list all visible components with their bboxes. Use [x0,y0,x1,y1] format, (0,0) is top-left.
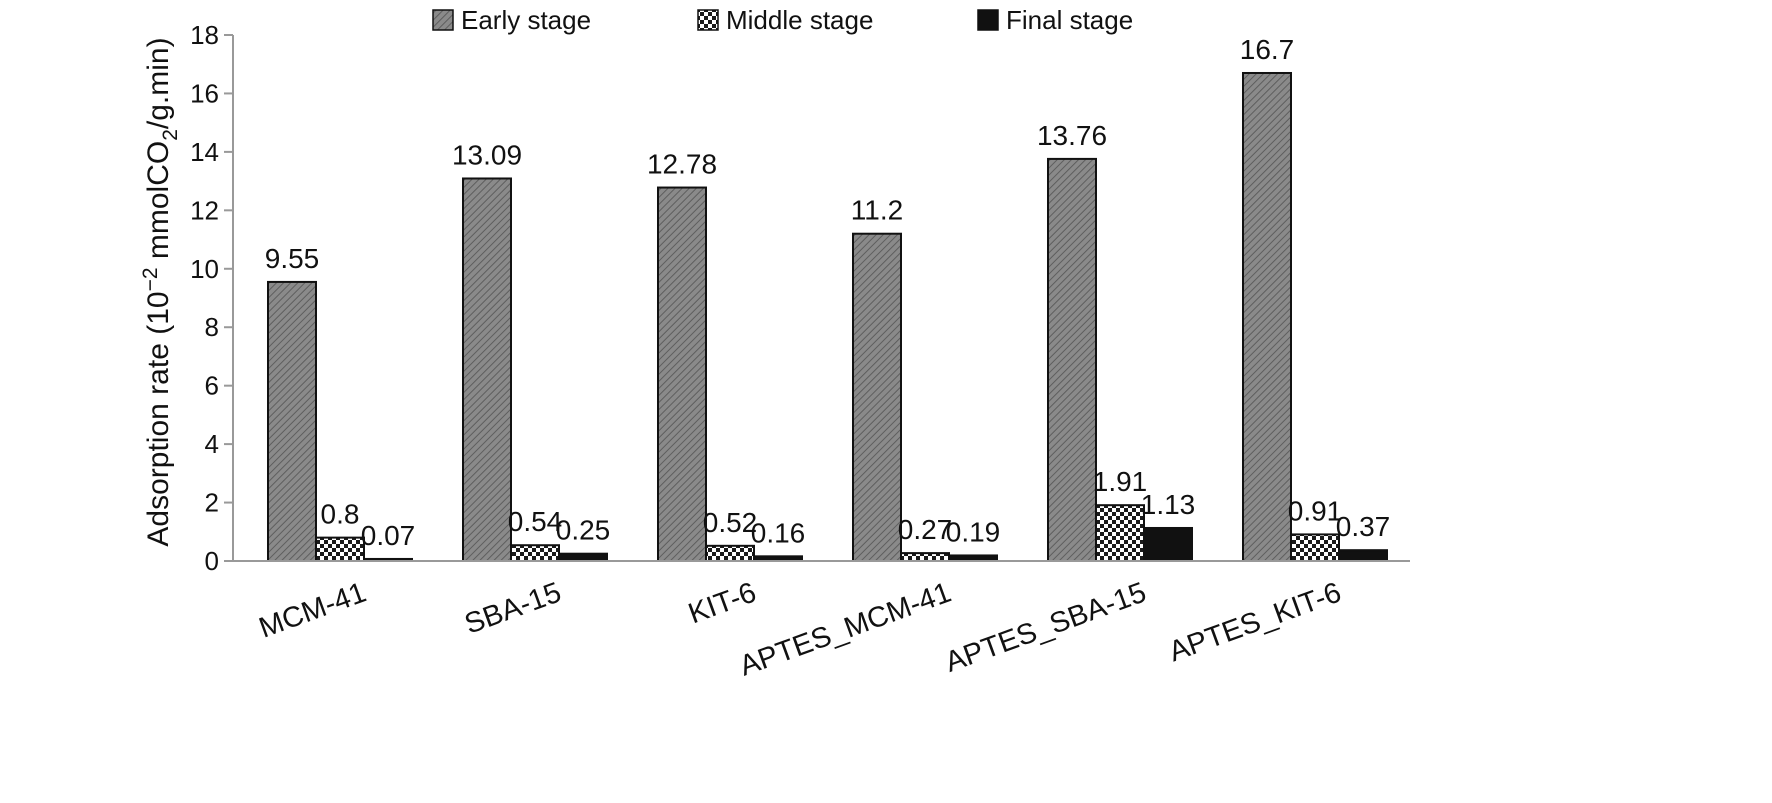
data-label: 0.25 [556,515,611,546]
data-label: 0.19 [946,516,1001,547]
data-label: 0.8 [321,499,360,530]
y-tick-label: 6 [205,371,219,401]
data-label: 12.78 [647,149,717,180]
category-label: MCM-41 [255,577,370,645]
y-tick-label: 4 [205,429,219,459]
category-label: APTES_SBA-15 [941,577,1150,679]
bar-early-stage-aptes-sba-15 [1047,157,1097,562]
data-label: 13.76 [1037,120,1107,151]
bar-final-stage-sba-15 [558,552,608,563]
data-label: 0.54 [508,506,563,537]
bar-middle-stage-aptes-mcm-41 [900,552,950,562]
category-label: SBA-15 [461,577,566,641]
y-tick-label: 10 [190,254,219,284]
legend-swatch-middle-stage [697,9,719,31]
y-tick-label: 0 [205,546,219,576]
data-label: 11.2 [851,195,903,226]
data-label: 9.55 [265,243,320,274]
bars [267,71,1388,563]
bar-middle-stage-aptes-kit-6 [1290,533,1340,562]
data-labels: 9.55 0.80.07 13.09 0.540.25 12.78 0.520.16 11.… [265,34,1391,551]
legend-label-middle-stage: Middle stage [726,5,873,35]
y-tick-label: 2 [205,488,219,518]
y-tick-label: 16 [190,78,219,108]
x-axis: MCM-41 SBA-15 KIT-6APTES_MCM-41APTES_SBA-1… [233,560,1410,683]
bar-early-stage-kit-6 [657,186,707,562]
bar-final-stage-aptes-sba-15 [1143,526,1193,562]
bar-early-stage-mcm-41 [267,280,317,562]
bar-early-stage-sba-15 [462,177,512,562]
legend-label-final-stage: Final stage [1006,5,1133,35]
bar-early-stage-aptes-mcm-41 [852,232,902,562]
data-label: 0.07 [361,520,416,551]
y-axis: 0 2 4 6 8 10 12 14 16 18 [190,20,234,576]
data-label: 0.52 [703,507,758,538]
bar-middle-stage-aptes-sba-15 [1095,504,1145,562]
data-label: 1.13 [1141,489,1196,520]
y-tick-label: 18 [190,20,219,50]
data-label: 13.09 [452,139,522,170]
y-axis-title: Adsorption rate (10−2 mmolCO2/g.min) [139,37,182,546]
data-label: 0.91 [1288,495,1343,526]
legend-swatch-early-stage [432,9,454,31]
legend-swatch-final-stage [977,9,999,31]
y-axis-title-text: Adsorption rate (10−2 mmolCO2/g.min) [139,37,182,546]
data-label: 0.37 [1336,511,1391,542]
bar-middle-stage-sba-15 [510,544,560,562]
legend: Early stage Middle stage Final stage [432,5,1133,35]
legend-label-early-stage: Early stage [461,5,591,35]
data-label: 1.91 [1093,466,1148,497]
data-label: 0.27 [898,514,953,545]
bar-final-stage-aptes-kit-6 [1338,549,1388,563]
data-label: 16.7 [1240,34,1295,65]
y-tick-label: 8 [205,312,219,342]
y-tick-label: 12 [190,195,219,225]
category-label: KIT-6 [684,577,760,631]
category-label: APTES_KIT-6 [1165,577,1346,669]
bar-middle-stage-kit-6 [705,544,755,562]
bar-middle-stage-mcm-41 [315,536,365,562]
data-label: 0.16 [751,517,806,548]
category-label: APTES_MCM-41 [735,577,955,683]
y-tick-label: 14 [190,137,219,167]
bar-early-stage-aptes-kit-6 [1242,71,1292,562]
